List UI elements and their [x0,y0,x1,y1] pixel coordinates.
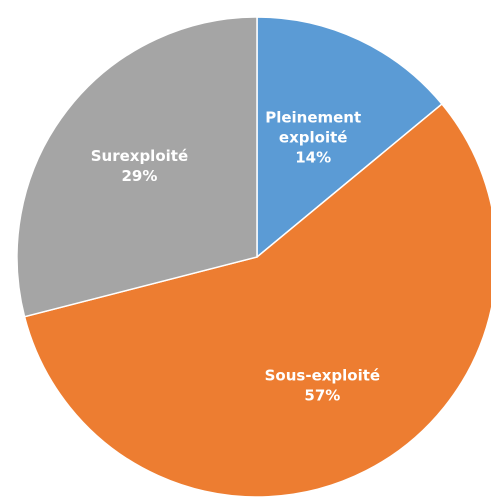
pie-slice-0-label: Pleinement [265,109,361,127]
pie-slice-2-label: Surexploité [91,147,188,165]
pie-slice-0-label: exploité [279,129,348,147]
pie-slice-1-percent: 57% [304,386,340,404]
pie-slices [17,17,491,497]
pie-slice-1-label: Sous-exploité [265,366,380,384]
pie-slice-0-percent: 14% [295,149,331,167]
pie-slice-2-percent: 29% [121,167,157,185]
